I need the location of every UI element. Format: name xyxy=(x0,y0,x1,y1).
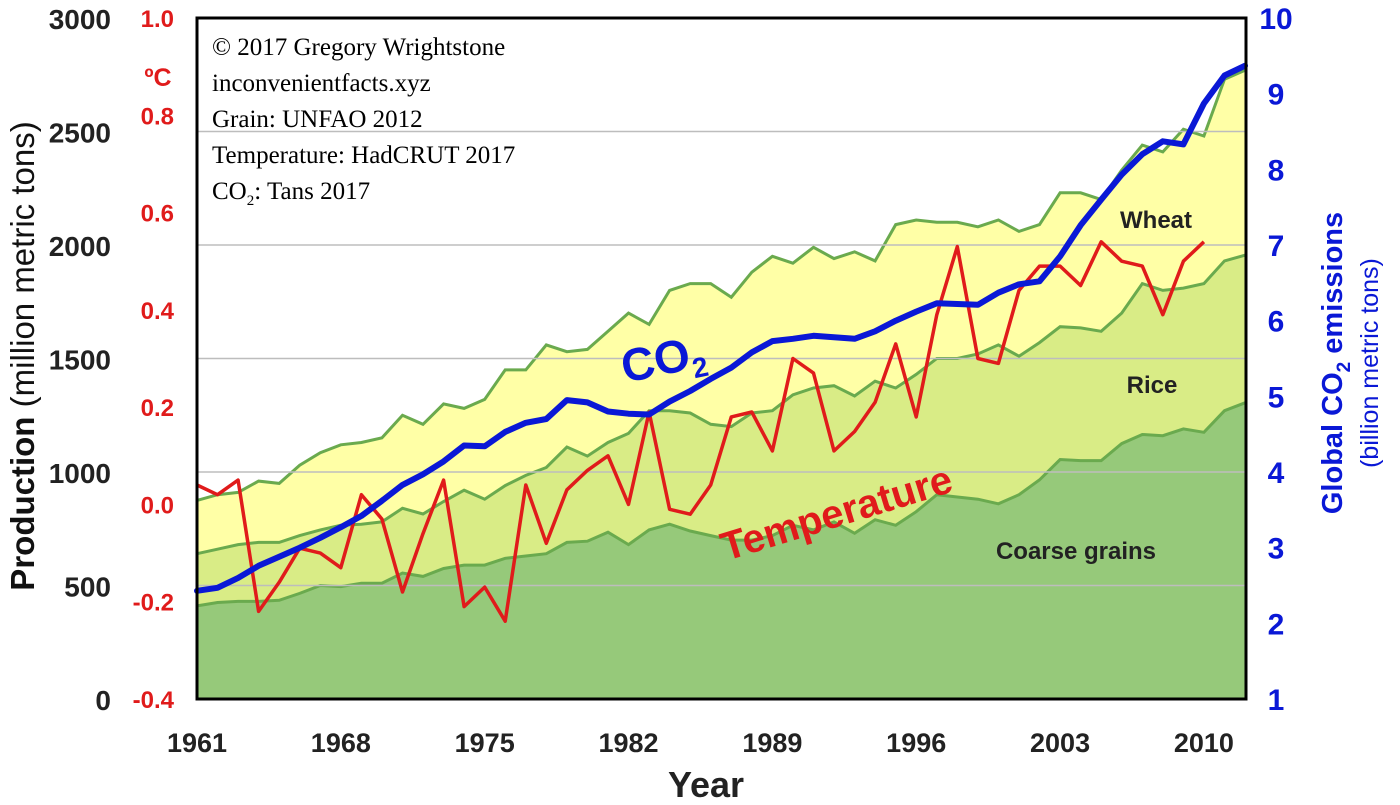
right-tick-7: 7 xyxy=(1268,230,1285,263)
x-tick-2010: 2010 xyxy=(1174,728,1234,758)
plot-frame xyxy=(195,16,1248,701)
x-tick-1996: 1996 xyxy=(886,728,946,758)
temperature-line xyxy=(196,240,1206,623)
left-tick-2000: 2000 xyxy=(49,231,111,262)
right-axis-title-pre: Global CO xyxy=(1317,372,1349,514)
right-tick-6: 6 xyxy=(1268,306,1285,339)
left-tick-1000: 1000 xyxy=(49,458,111,489)
credit-grain-source: Grain: UNFAO 2012 xyxy=(212,106,423,133)
right-axis-title-post: emissions xyxy=(1317,212,1349,362)
x-tick-1975: 1975 xyxy=(455,728,515,758)
credit-copyright: © 2017 Gregory Wrightstone xyxy=(212,34,506,61)
x-tick-1968: 1968 xyxy=(311,728,371,758)
coarse-grains-label: Coarse grains xyxy=(996,538,1156,565)
right-axis-title-sub: 2 xyxy=(1334,362,1355,373)
left-tick-500: 500 xyxy=(64,572,111,603)
right-axis-ticks: 1 2 3 4 5 6 7 8 9 10 xyxy=(1259,3,1292,717)
temp-tick-0.8: 0.8 xyxy=(141,103,174,130)
left-axis-ticks: 0 500 1000 1500 2000 2500 3000 xyxy=(49,4,111,716)
temp-tick-1.0: 1.0 xyxy=(141,6,174,33)
area-layer xyxy=(196,68,1246,699)
credit-temperature-source: Temperature: HadCRUT 2017 xyxy=(212,142,516,169)
x-tick-1961: 1961 xyxy=(167,728,227,758)
temp-tick-0.6: 0.6 xyxy=(141,201,174,228)
x-tick-1989: 1989 xyxy=(742,728,802,758)
credit-co2-post: : Tans 2017 xyxy=(254,178,371,205)
gridlines xyxy=(197,130,1245,587)
left-tick-3000: 3000 xyxy=(49,4,111,35)
left-tick-2500: 2500 xyxy=(49,118,111,149)
temp-tick--0.2: -0.2 xyxy=(133,590,174,617)
left-tick-1500: 1500 xyxy=(49,345,111,376)
right-axis-subtitle: (billion metric tons) xyxy=(1356,258,1384,468)
left-axis-title-bold: Production xyxy=(4,417,41,591)
right-tick-4: 4 xyxy=(1268,457,1285,490)
wheat-label: Wheat xyxy=(1120,207,1192,234)
left-tick-0: 0 xyxy=(95,685,111,716)
rice-label: Rice xyxy=(1127,372,1178,399)
temp-tick-0.0: 0.0 xyxy=(141,492,174,519)
right-tick-9: 9 xyxy=(1268,79,1285,112)
x-tick-1982: 1982 xyxy=(598,728,658,758)
credit-website: inconvenientfacts.xyz xyxy=(212,70,431,97)
left-axis-title-rest: (million metric tons) xyxy=(4,121,41,416)
left-axis-title: Production (million metric tons) xyxy=(4,121,41,590)
right-axis-title: Global CO2 emissions xyxy=(1317,212,1355,514)
temperature-axis-ticks: -0.4 -0.2 0.0 0.2 0.4 0.6 0.8 1.0 xyxy=(133,6,175,714)
area-coarse-grains xyxy=(197,402,1245,699)
right-tick-2: 2 xyxy=(1268,608,1285,641)
area-edge-rice xyxy=(196,253,1246,556)
credit-co2-sub: 2 xyxy=(246,193,255,209)
right-tick-1: 1 xyxy=(1268,684,1285,717)
x-tick-2003: 2003 xyxy=(1030,728,1090,758)
right-tick-3: 3 xyxy=(1268,533,1285,566)
x-axis-ticks: 1961 1968 1975 1982 1989 1996 2003 2010 xyxy=(167,728,1234,758)
temp-tick--0.4: -0.4 xyxy=(133,687,175,714)
co2-line xyxy=(194,62,1248,594)
area-edge-wheat xyxy=(196,68,1246,502)
x-axis-title: Year xyxy=(668,764,744,805)
credit-co2-source: CO2: Tans 2017 xyxy=(212,174,515,219)
temp-tick-0.4: 0.4 xyxy=(141,298,175,325)
right-tick-10: 10 xyxy=(1259,3,1292,36)
right-tick-5: 5 xyxy=(1268,381,1285,414)
line-layer xyxy=(194,62,1248,623)
credit-co2-pre: CO xyxy=(212,178,247,205)
co2-series-label-sub: 2 xyxy=(689,351,711,385)
right-tick-8: 8 xyxy=(1268,154,1285,187)
temperature-unit-label: ºC xyxy=(144,64,171,92)
area-edge-coarse-grains xyxy=(196,401,1246,608)
credits-box: © 2017 Gregory Wrightstone inconvenientf… xyxy=(212,30,515,219)
temp-tick-0.2: 0.2 xyxy=(141,395,174,422)
